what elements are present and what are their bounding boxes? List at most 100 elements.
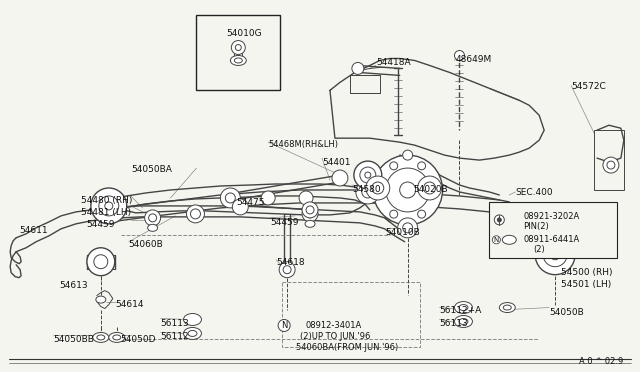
Circle shape xyxy=(191,209,200,219)
Ellipse shape xyxy=(454,315,472,327)
Text: 54480 (RH): 54480 (RH) xyxy=(81,196,132,205)
Text: N: N xyxy=(493,237,499,243)
Text: 54418A: 54418A xyxy=(376,58,410,67)
Circle shape xyxy=(148,214,157,222)
Circle shape xyxy=(360,167,376,183)
Circle shape xyxy=(99,196,119,216)
Text: 54468M(RH&LH): 54468M(RH&LH) xyxy=(268,140,338,149)
Circle shape xyxy=(352,62,364,74)
Text: 54618: 54618 xyxy=(276,258,305,267)
Circle shape xyxy=(302,202,318,218)
Text: N: N xyxy=(281,321,287,330)
Circle shape xyxy=(607,161,615,169)
Text: SEC.400: SEC.400 xyxy=(515,188,553,197)
Text: PIN(2): PIN(2) xyxy=(524,222,549,231)
Text: 54020B: 54020B xyxy=(413,185,448,194)
Circle shape xyxy=(418,162,426,170)
Ellipse shape xyxy=(459,305,468,311)
Circle shape xyxy=(431,186,440,194)
Circle shape xyxy=(186,205,204,223)
Circle shape xyxy=(397,218,418,238)
Circle shape xyxy=(603,157,619,173)
Text: 08912-3401A: 08912-3401A xyxy=(305,321,362,330)
Text: 54060BA(FROM JUN.'96): 54060BA(FROM JUN.'96) xyxy=(296,343,398,352)
Text: 54050BA: 54050BA xyxy=(132,165,173,174)
Bar xyxy=(490,202,617,258)
Circle shape xyxy=(105,202,113,210)
Circle shape xyxy=(550,250,560,260)
Circle shape xyxy=(403,150,413,160)
Ellipse shape xyxy=(97,335,105,340)
Circle shape xyxy=(232,199,248,215)
Text: 54010G: 54010G xyxy=(227,29,262,38)
Circle shape xyxy=(223,191,237,205)
Text: 54572C: 54572C xyxy=(571,82,606,92)
Circle shape xyxy=(261,191,275,205)
Text: 08921-3202A: 08921-3202A xyxy=(524,212,579,221)
Circle shape xyxy=(494,215,504,225)
Circle shape xyxy=(299,191,313,205)
Text: 54500 (RH): 54500 (RH) xyxy=(561,268,612,277)
Circle shape xyxy=(454,51,465,61)
Text: 54614: 54614 xyxy=(116,299,144,309)
Ellipse shape xyxy=(148,224,157,231)
Text: (2): (2) xyxy=(533,245,545,254)
Ellipse shape xyxy=(109,333,125,342)
Text: 08911-6441A: 08911-6441A xyxy=(524,235,579,244)
Text: 54050BB: 54050BB xyxy=(53,336,94,344)
Ellipse shape xyxy=(234,58,243,63)
Text: 54501 (LH): 54501 (LH) xyxy=(561,280,611,289)
Circle shape xyxy=(418,176,442,200)
Circle shape xyxy=(372,182,384,194)
Text: 54481 (LH): 54481 (LH) xyxy=(81,208,131,217)
Circle shape xyxy=(225,193,236,203)
Circle shape xyxy=(220,188,240,208)
Circle shape xyxy=(356,180,380,204)
Circle shape xyxy=(279,262,295,278)
Text: 56112: 56112 xyxy=(161,333,189,341)
Ellipse shape xyxy=(502,235,516,244)
Text: 54060B: 54060B xyxy=(129,240,163,249)
Text: 54050B: 54050B xyxy=(549,308,584,317)
Bar xyxy=(594,130,624,190)
Bar xyxy=(196,15,280,90)
Text: 54580: 54580 xyxy=(352,185,381,194)
Bar xyxy=(350,76,380,93)
Circle shape xyxy=(94,255,108,269)
Ellipse shape xyxy=(113,335,121,340)
Text: 54010B: 54010B xyxy=(386,228,420,237)
Circle shape xyxy=(332,170,348,186)
Circle shape xyxy=(362,186,374,198)
Circle shape xyxy=(283,266,291,274)
Circle shape xyxy=(390,162,397,170)
Text: A:0 ^ 02.9: A:0 ^ 02.9 xyxy=(579,357,623,366)
Circle shape xyxy=(365,172,371,178)
Circle shape xyxy=(231,41,245,54)
Circle shape xyxy=(403,223,413,233)
Ellipse shape xyxy=(184,314,202,326)
Circle shape xyxy=(390,210,397,218)
Ellipse shape xyxy=(454,302,472,314)
Ellipse shape xyxy=(459,318,468,324)
Circle shape xyxy=(236,45,241,51)
Circle shape xyxy=(91,188,127,224)
Circle shape xyxy=(376,186,384,194)
Circle shape xyxy=(354,161,382,189)
Circle shape xyxy=(497,218,501,222)
Circle shape xyxy=(386,168,429,212)
Text: 56113: 56113 xyxy=(161,318,189,327)
Text: 54611: 54611 xyxy=(19,226,48,235)
Ellipse shape xyxy=(503,305,511,310)
Text: 54401: 54401 xyxy=(322,158,351,167)
Circle shape xyxy=(302,206,318,222)
Ellipse shape xyxy=(230,55,246,65)
Text: 54475: 54475 xyxy=(236,198,265,207)
Text: 54459: 54459 xyxy=(86,220,115,229)
Text: 54613: 54613 xyxy=(59,280,88,290)
Text: 56113: 56113 xyxy=(440,320,468,328)
Circle shape xyxy=(145,210,161,226)
Ellipse shape xyxy=(305,220,315,227)
Circle shape xyxy=(418,210,426,218)
Text: (2)UP TO JUN.'96: (2)UP TO JUN.'96 xyxy=(300,333,371,341)
Ellipse shape xyxy=(188,330,197,336)
